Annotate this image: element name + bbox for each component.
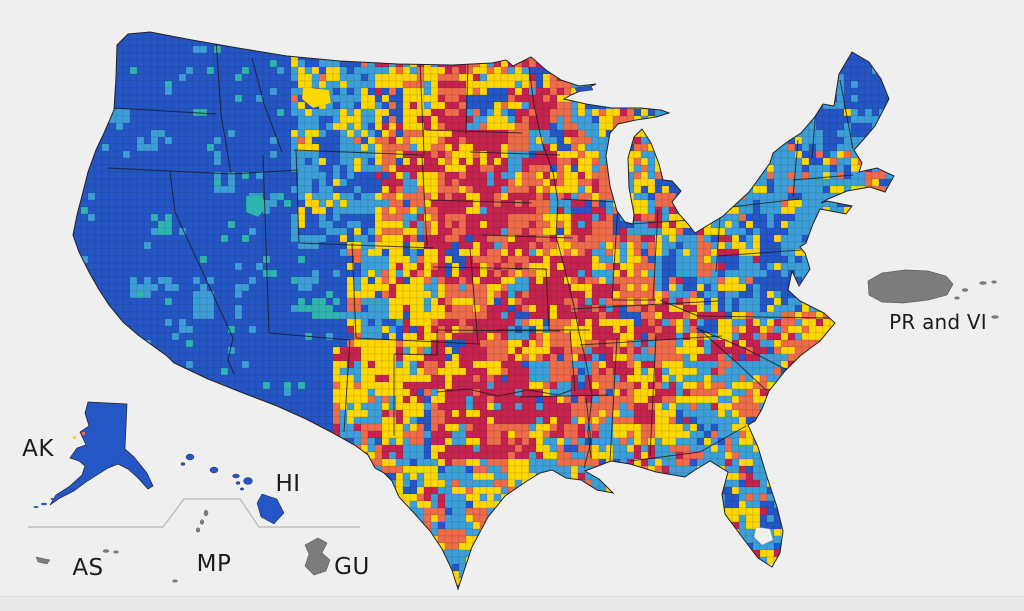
alaska-aleutian-island [41,502,47,506]
isle-royale [574,85,594,93]
region-patches [245,86,774,546]
northern-marianas-island [195,527,200,533]
inset-guam [304,537,331,576]
label-northern-marianas: MP [196,551,232,577]
virgin-islands-island [961,288,969,292]
hawaii-island [185,453,195,461]
inset-puerto-rico [867,269,954,304]
lake-okeechobee [753,526,774,546]
bottom-strip [0,596,1024,611]
inset-divider-line [28,498,360,528]
inset-territories [33,269,999,583]
alaska-aleutian-island [50,498,56,500]
virgin-islands-island [954,296,960,300]
conus-outline [72,31,895,591]
virgin-islands-island [991,315,999,319]
northern-marianas-island [199,519,204,525]
label-puerto-rico-virgin-islands: PR and VI [889,310,987,334]
hawaii-island [232,473,240,479]
montana-yellow-cluster [301,86,332,109]
american-samoa-island [102,549,110,553]
hawaii-island [239,487,244,491]
great-salt-lake-teal [245,193,268,218]
label-hawaii: HI [275,471,301,497]
virgin-islands-island [991,280,997,284]
hawaii-big-island [256,493,285,525]
hawaii-island [209,466,219,474]
hawaii-island [180,462,186,466]
inset-american-samoa [35,556,51,565]
state-borders [107,39,854,469]
alaska-county-dot [73,436,76,439]
virgin-islands-island [979,281,987,285]
american-samoa-island [113,550,119,554]
county-mosaic [73,32,894,589]
northern-marianas-island [203,509,209,517]
hawaii-island [235,481,241,485]
label-alaska: AK [22,436,54,462]
inset-alaska [49,401,154,506]
label-american-samoa: AS [72,555,104,581]
alaska-aleutian-island [33,506,39,508]
label-guam: GU [334,554,370,580]
alaska-county-dot [82,432,85,435]
northern-marianas-island [172,579,178,583]
hawaii-island [243,477,253,485]
